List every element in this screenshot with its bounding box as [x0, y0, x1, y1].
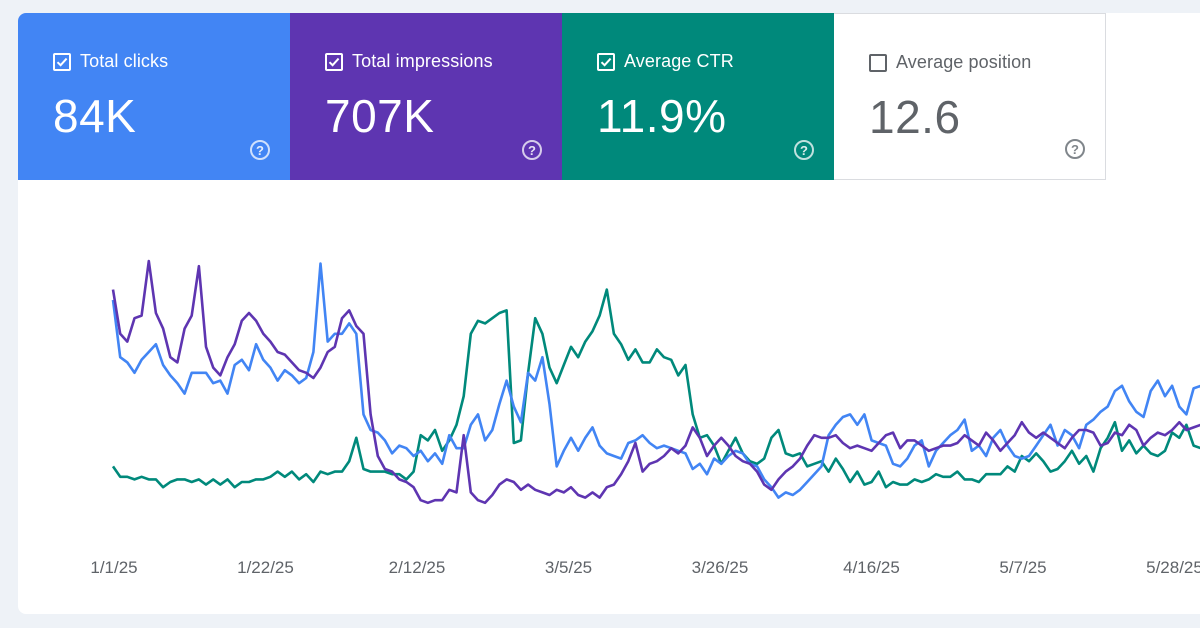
metric-value: 12.6 — [869, 91, 961, 143]
performance-card: Total clicks 84K ? Total impressions 707… — [18, 13, 1200, 614]
x-tick-label: 3/5/25 — [545, 558, 592, 577]
help-icon[interactable]: ? — [794, 140, 814, 160]
metric-tab-average-ctr[interactable]: Average CTR 11.9% ? — [562, 13, 834, 180]
chart-series-layer — [111, 259, 1200, 505]
metric-value: 11.9% — [597, 90, 727, 142]
metric-tabs: Total clicks 84K ? Total impressions 707… — [18, 13, 1106, 180]
metric-header: Average CTR — [597, 51, 734, 72]
metric-header: Total clicks — [53, 51, 168, 72]
help-icon[interactable]: ? — [1065, 139, 1085, 159]
x-tick-label: 4/16/25 — [843, 558, 900, 577]
metric-value: 84K — [53, 90, 137, 142]
x-tick-label: 1/1/25 — [90, 558, 137, 577]
metric-label: Average position — [896, 52, 1032, 72]
help-icon[interactable]: ? — [522, 140, 542, 160]
metric-label: Total clicks — [80, 51, 169, 71]
metric-header: Total impressions — [325, 51, 493, 72]
performance-line-chart[interactable]: 1/1/25 1/22/25 2/12/25 3/5/25 3/26/25 4/16/25… — [18, 13, 1200, 614]
x-tick-label: 5/7/25 — [999, 558, 1046, 577]
x-tick-label: 5/28/25 — [1146, 558, 1200, 577]
checkbox-checked-icon[interactable] — [325, 52, 343, 71]
x-tick-label: 2/12/25 — [389, 558, 446, 577]
series-line-average-ctr — [111, 288, 1200, 489]
checkbox-unchecked-icon[interactable] — [869, 53, 887, 72]
series-line-total-impressions — [111, 259, 1200, 505]
x-tick-label: 1/22/25 — [237, 558, 294, 577]
metric-tab-total-clicks[interactable]: Total clicks 84K ? — [18, 13, 290, 180]
checkbox-checked-icon[interactable] — [597, 52, 615, 71]
metric-header: Average position — [869, 52, 1031, 73]
metric-value: 707K — [325, 90, 435, 142]
x-axis-ticks: 1/1/25 1/22/25 2/12/25 3/5/25 3/26/25 4/16/25… — [90, 558, 1200, 577]
x-tick-label: 3/26/25 — [692, 558, 749, 577]
metric-label: Total impressions — [352, 51, 493, 71]
checkbox-checked-icon[interactable] — [53, 52, 71, 71]
metric-label: Average CTR — [624, 51, 734, 71]
help-icon[interactable]: ? — [250, 140, 270, 160]
metric-tab-total-impressions[interactable]: Total impressions 707K ? — [290, 13, 562, 180]
series-line-total-clicks — [111, 262, 1200, 499]
metric-tab-average-position[interactable]: Average position 12.6 ? — [834, 13, 1106, 180]
